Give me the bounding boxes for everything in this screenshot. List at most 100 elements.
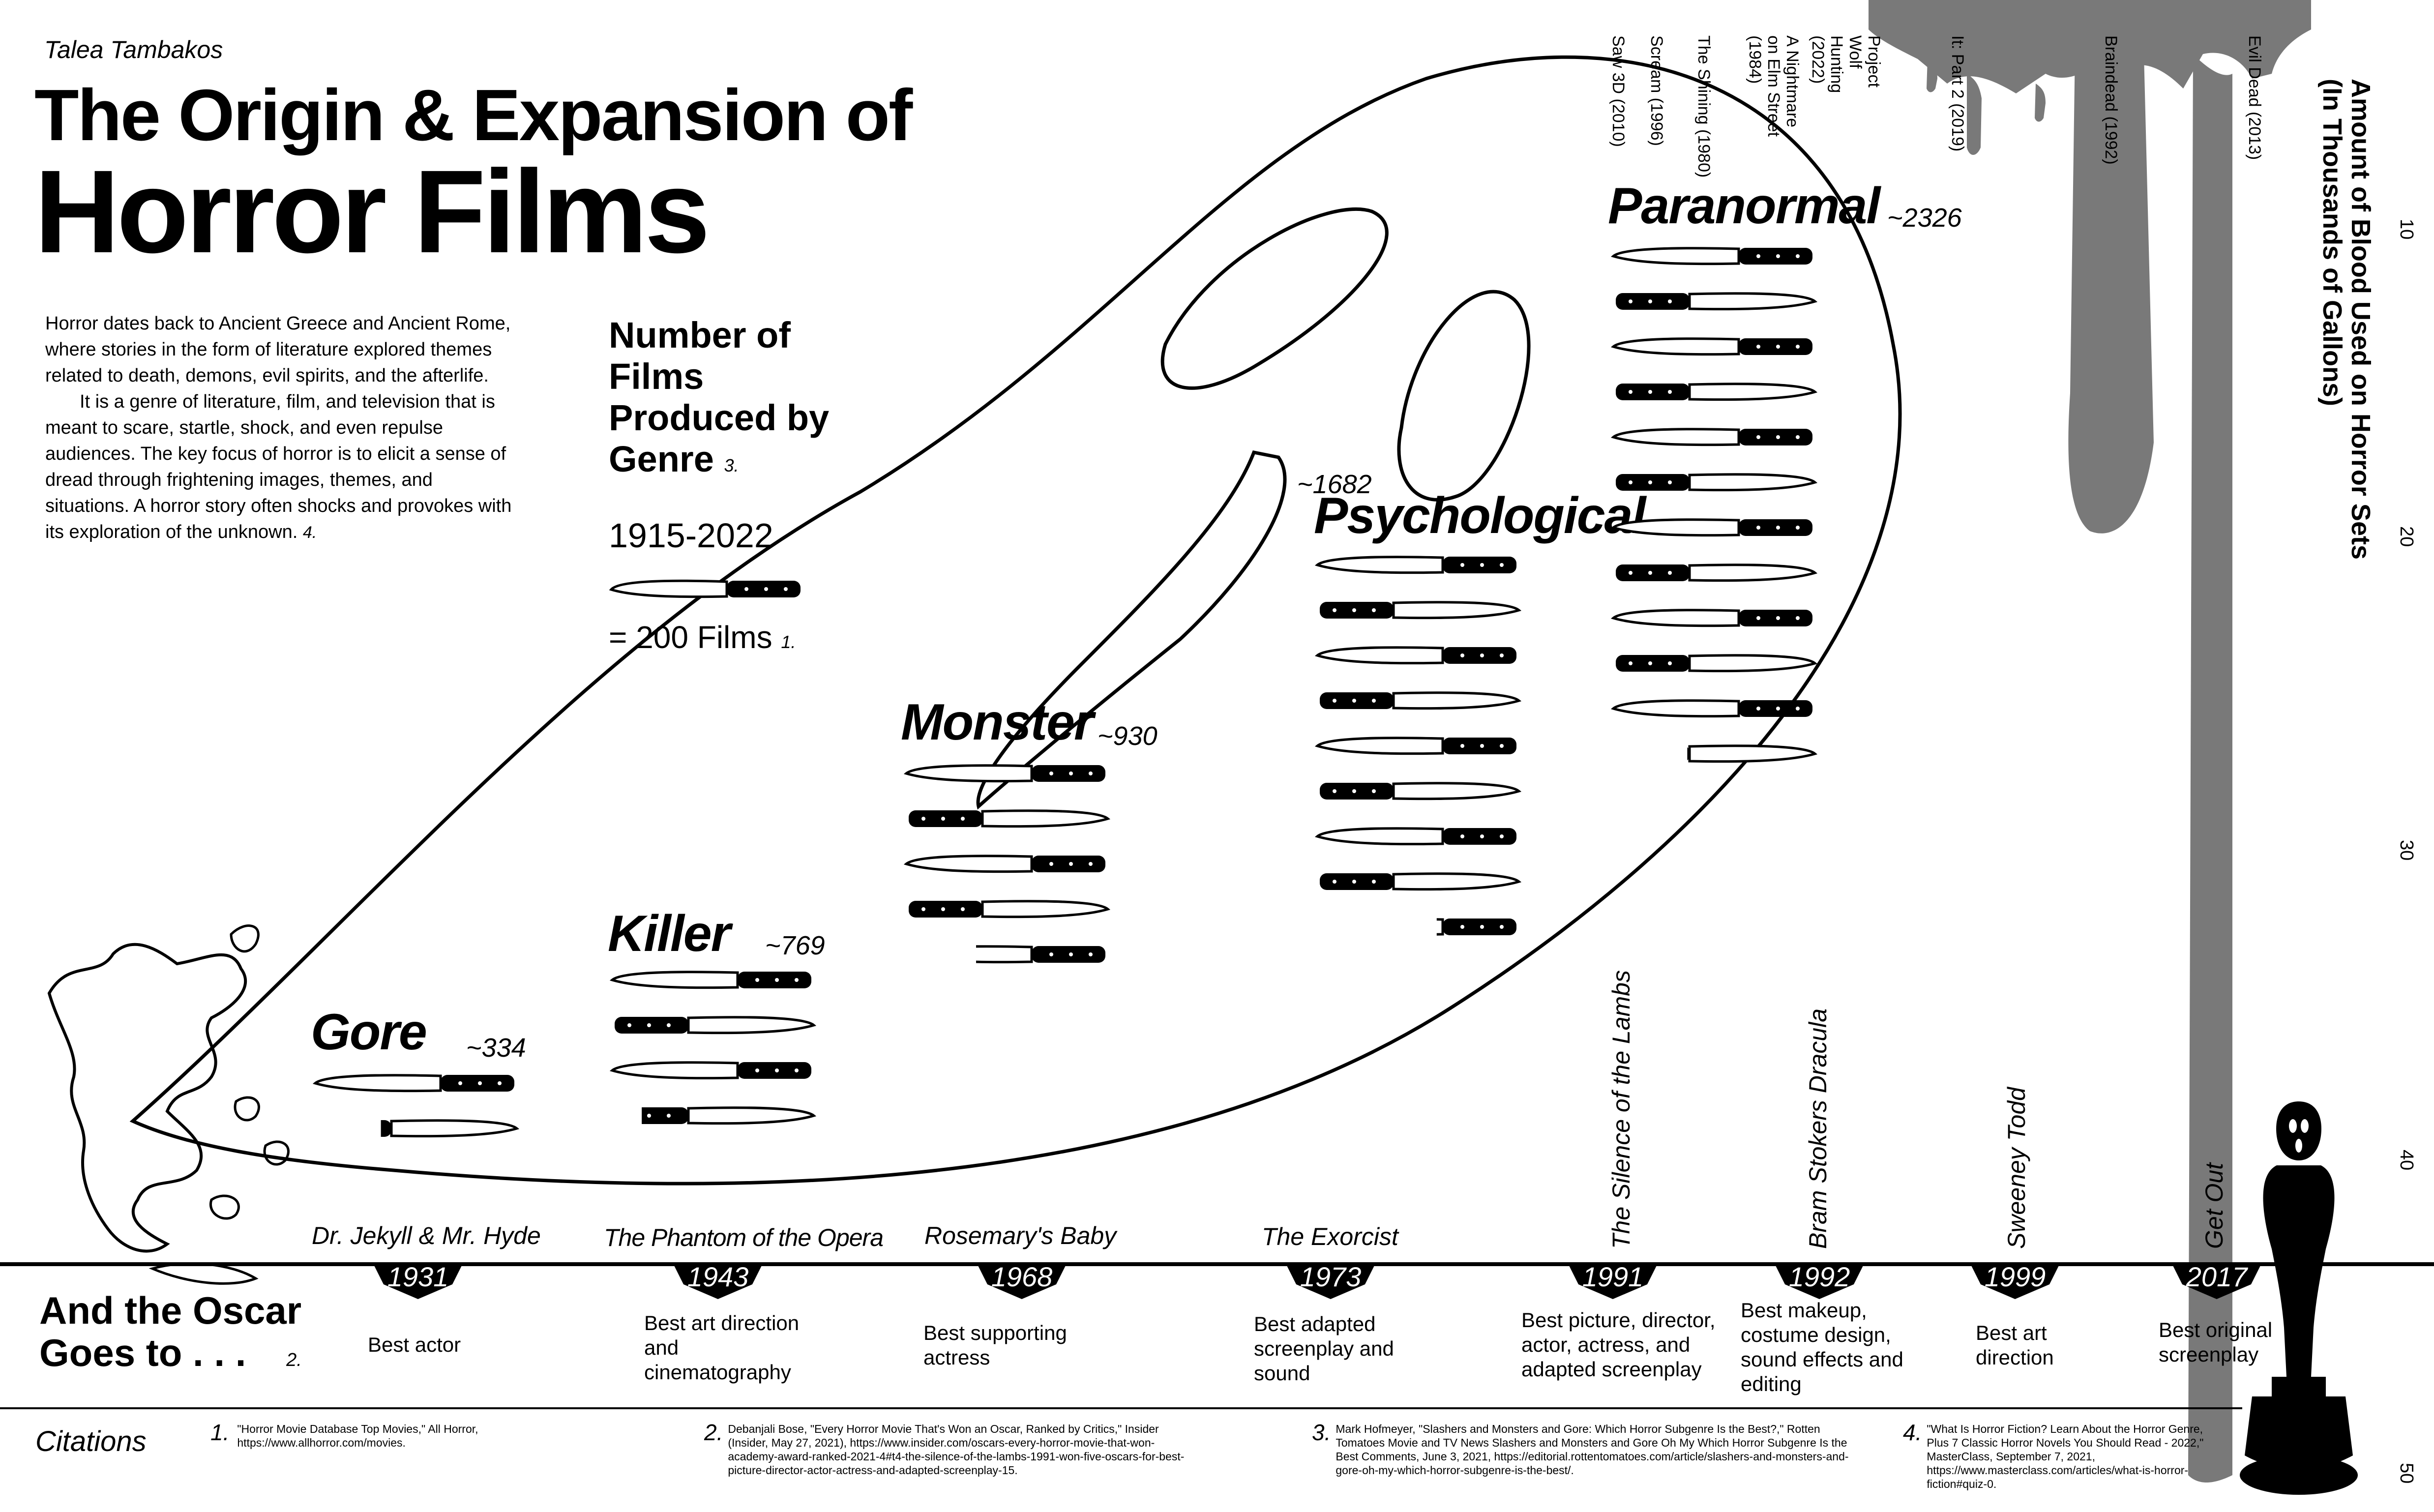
legend-years: 1915-2022 bbox=[609, 516, 773, 555]
oscar-film-title: The Exorcist bbox=[1262, 1223, 1398, 1250]
oscar-award: Best makeup, costume design, sound effec… bbox=[1741, 1299, 1903, 1395]
blood-drips bbox=[1869, 0, 2311, 1482]
genre-count-gore: ~334 bbox=[466, 1033, 526, 1063]
intro-paragraph-2: It is a genre of literature, film, and t… bbox=[45, 391, 512, 542]
knife-icon bbox=[1611, 337, 1812, 356]
genre-label-psychological: Psychological bbox=[1314, 487, 1646, 544]
knife-icon bbox=[1611, 609, 1812, 627]
oscar-heading-ref: 2. bbox=[286, 1350, 302, 1370]
genre-label-paranormal: Paranormal bbox=[1608, 178, 1880, 235]
blood-axis-tick: 40 bbox=[2396, 1150, 2417, 1171]
intro-ref: 4. bbox=[302, 523, 317, 542]
oscar-award: Best art direction bbox=[1976, 1321, 2054, 1369]
knife-icon bbox=[1616, 563, 1817, 582]
knife-icon bbox=[909, 809, 1110, 828]
citation-item: 3. Mark Hofmeyer, "Slashers and Monsters… bbox=[1312, 1420, 1849, 1477]
knife-icon bbox=[1616, 654, 1817, 673]
knife-icon bbox=[1320, 691, 1521, 710]
citations-divider bbox=[0, 1407, 2242, 1409]
citations-label: Citations bbox=[35, 1425, 147, 1457]
author-name: Talea Tambakos bbox=[44, 36, 223, 63]
knife-icon bbox=[1616, 383, 1817, 401]
citation-item: 1. "Horror Movie Database Top Movies," A… bbox=[210, 1420, 478, 1449]
oscar-award: Best art direction and cinematography bbox=[644, 1311, 800, 1384]
blood-film-label: Evil Dead (2013) bbox=[2245, 35, 2264, 160]
legend-unit-ref: 1. bbox=[781, 632, 796, 652]
blood-film-label: Scream (1996) bbox=[1647, 35, 1666, 146]
oscar-year-tab: 1991 bbox=[1569, 1261, 1657, 1299]
oscar-timeline-line bbox=[0, 1262, 2434, 1266]
oscar-film-title: Rosemary's Baby bbox=[924, 1222, 1117, 1249]
knife-icon bbox=[909, 900, 1110, 919]
oscar-film-title: Get Out bbox=[2200, 1162, 2228, 1249]
blood-film-label: Braindead (1992) bbox=[2102, 35, 2120, 165]
oscar-statue-icon bbox=[2240, 1101, 2358, 1495]
legend: Number of Films Produced by Genre 3. 191… bbox=[609, 315, 855, 655]
oscar-film-title: The Silence of the Lambs bbox=[1607, 970, 1635, 1249]
knife-icon bbox=[904, 764, 1105, 783]
knife-icon bbox=[904, 855, 1105, 873]
intro-paragraph-1: Horror dates back to Ancient Greece and … bbox=[45, 313, 511, 386]
knife-icon bbox=[1611, 428, 1812, 446]
knife-icon bbox=[1315, 827, 1516, 846]
knife-icon bbox=[1611, 699, 1812, 718]
oscar-award: Best original screenplay bbox=[2159, 1318, 2273, 1366]
genre-count-psychological: ~1682 bbox=[1297, 470, 1372, 499]
oscar-year-tab: 1968 bbox=[978, 1261, 1066, 1299]
blood-film-label: A Nightmare on Elm Street (1984) bbox=[1746, 35, 1802, 137]
legend-unit: = 200 Films 1. bbox=[609, 620, 796, 655]
oscar-year-tab: 2017 bbox=[2172, 1261, 2261, 1299]
oscar-award: Best actor bbox=[368, 1333, 461, 1356]
blood-axis-tick: 50 bbox=[2396, 1463, 2417, 1484]
oscar-year-tab: 1992 bbox=[1775, 1261, 1864, 1299]
knife-icon bbox=[615, 1016, 816, 1035]
oscar-film-title: The Phantom of the Opera bbox=[604, 1224, 884, 1251]
blood-axis-title: Amount of Blood Used on Horror Sets (In … bbox=[2317, 79, 2375, 560]
genre-count-monster: ~930 bbox=[1098, 721, 1158, 751]
legend-heading-ref: 3. bbox=[724, 455, 739, 475]
knife-icon bbox=[1320, 872, 1521, 891]
oscar-award: Best picture, director, actor, actress, … bbox=[1521, 1308, 1716, 1381]
genre-label-monster: Monster bbox=[901, 694, 1094, 751]
knife-icon bbox=[1320, 782, 1521, 800]
oscar-heading: And the Oscar Goes to . . . 2. bbox=[39, 1289, 302, 1374]
oscar-film-title: Dr. Jekyll & Mr. Hyde bbox=[312, 1222, 541, 1249]
genre-count-paranormal: ~2326 bbox=[1887, 203, 1962, 233]
legend-heading: Number of Films Produced by Genre 3. bbox=[609, 315, 830, 479]
page-title-line1: The Origin & Expansion of bbox=[34, 75, 913, 156]
genre-count-killer: ~769 bbox=[765, 931, 825, 960]
blood-film-label: The Shining (1980) bbox=[1694, 35, 1713, 178]
knife-icon bbox=[1616, 292, 1817, 311]
knife-icon bbox=[1315, 556, 1516, 574]
knife-icon bbox=[1315, 737, 1516, 755]
oscar-year-tab: 1931 bbox=[374, 1261, 462, 1299]
knife-icon bbox=[1315, 646, 1516, 665]
legend-knife-icon bbox=[609, 579, 801, 598]
knife-icon bbox=[1436, 918, 1516, 936]
knife-icon bbox=[642, 1106, 816, 1125]
knife-icon bbox=[610, 971, 811, 989]
knife-icon bbox=[610, 1061, 811, 1080]
blood-film-label: Saw 3D (2010) bbox=[1609, 35, 1628, 147]
blood-axis-tick: 10 bbox=[2396, 219, 2417, 240]
oscar-award: Best adapted screenplay and sound bbox=[1254, 1312, 1394, 1385]
citation-item: 4. "What Is Horror Fiction? Learn About … bbox=[1903, 1420, 2204, 1490]
intro-text: Horror dates back to Ancient Greece and … bbox=[45, 311, 517, 546]
knife-icon bbox=[1320, 601, 1521, 620]
knife-icon bbox=[976, 945, 1105, 964]
knife-icon bbox=[313, 1074, 514, 1093]
knife-icon bbox=[381, 1119, 519, 1138]
page-title-line2: Horror Films bbox=[34, 146, 710, 277]
blood-axis-tick: 30 bbox=[2396, 840, 2417, 861]
blood-film-label: Project Wolf Hunting (2022) bbox=[1809, 35, 1883, 93]
oscar-film-title: Sweeney Todd bbox=[2003, 1087, 2030, 1249]
oscar-award: Best supporting actress bbox=[923, 1321, 1067, 1369]
oscar-year-tab: 1943 bbox=[674, 1261, 762, 1299]
oscar-film-title: Bram Stokers Dracula bbox=[1804, 1008, 1832, 1249]
oscar-year-tab: 1973 bbox=[1286, 1261, 1375, 1299]
blood-axis-tick: 20 bbox=[2396, 526, 2417, 547]
citation-item: 2. Debanjali Bose, "Every Horror Movie T… bbox=[704, 1420, 1185, 1477]
blood-film-label: It: Part 2 (2019) bbox=[1948, 35, 1967, 152]
genre-label-gore: Gore bbox=[311, 1004, 427, 1061]
